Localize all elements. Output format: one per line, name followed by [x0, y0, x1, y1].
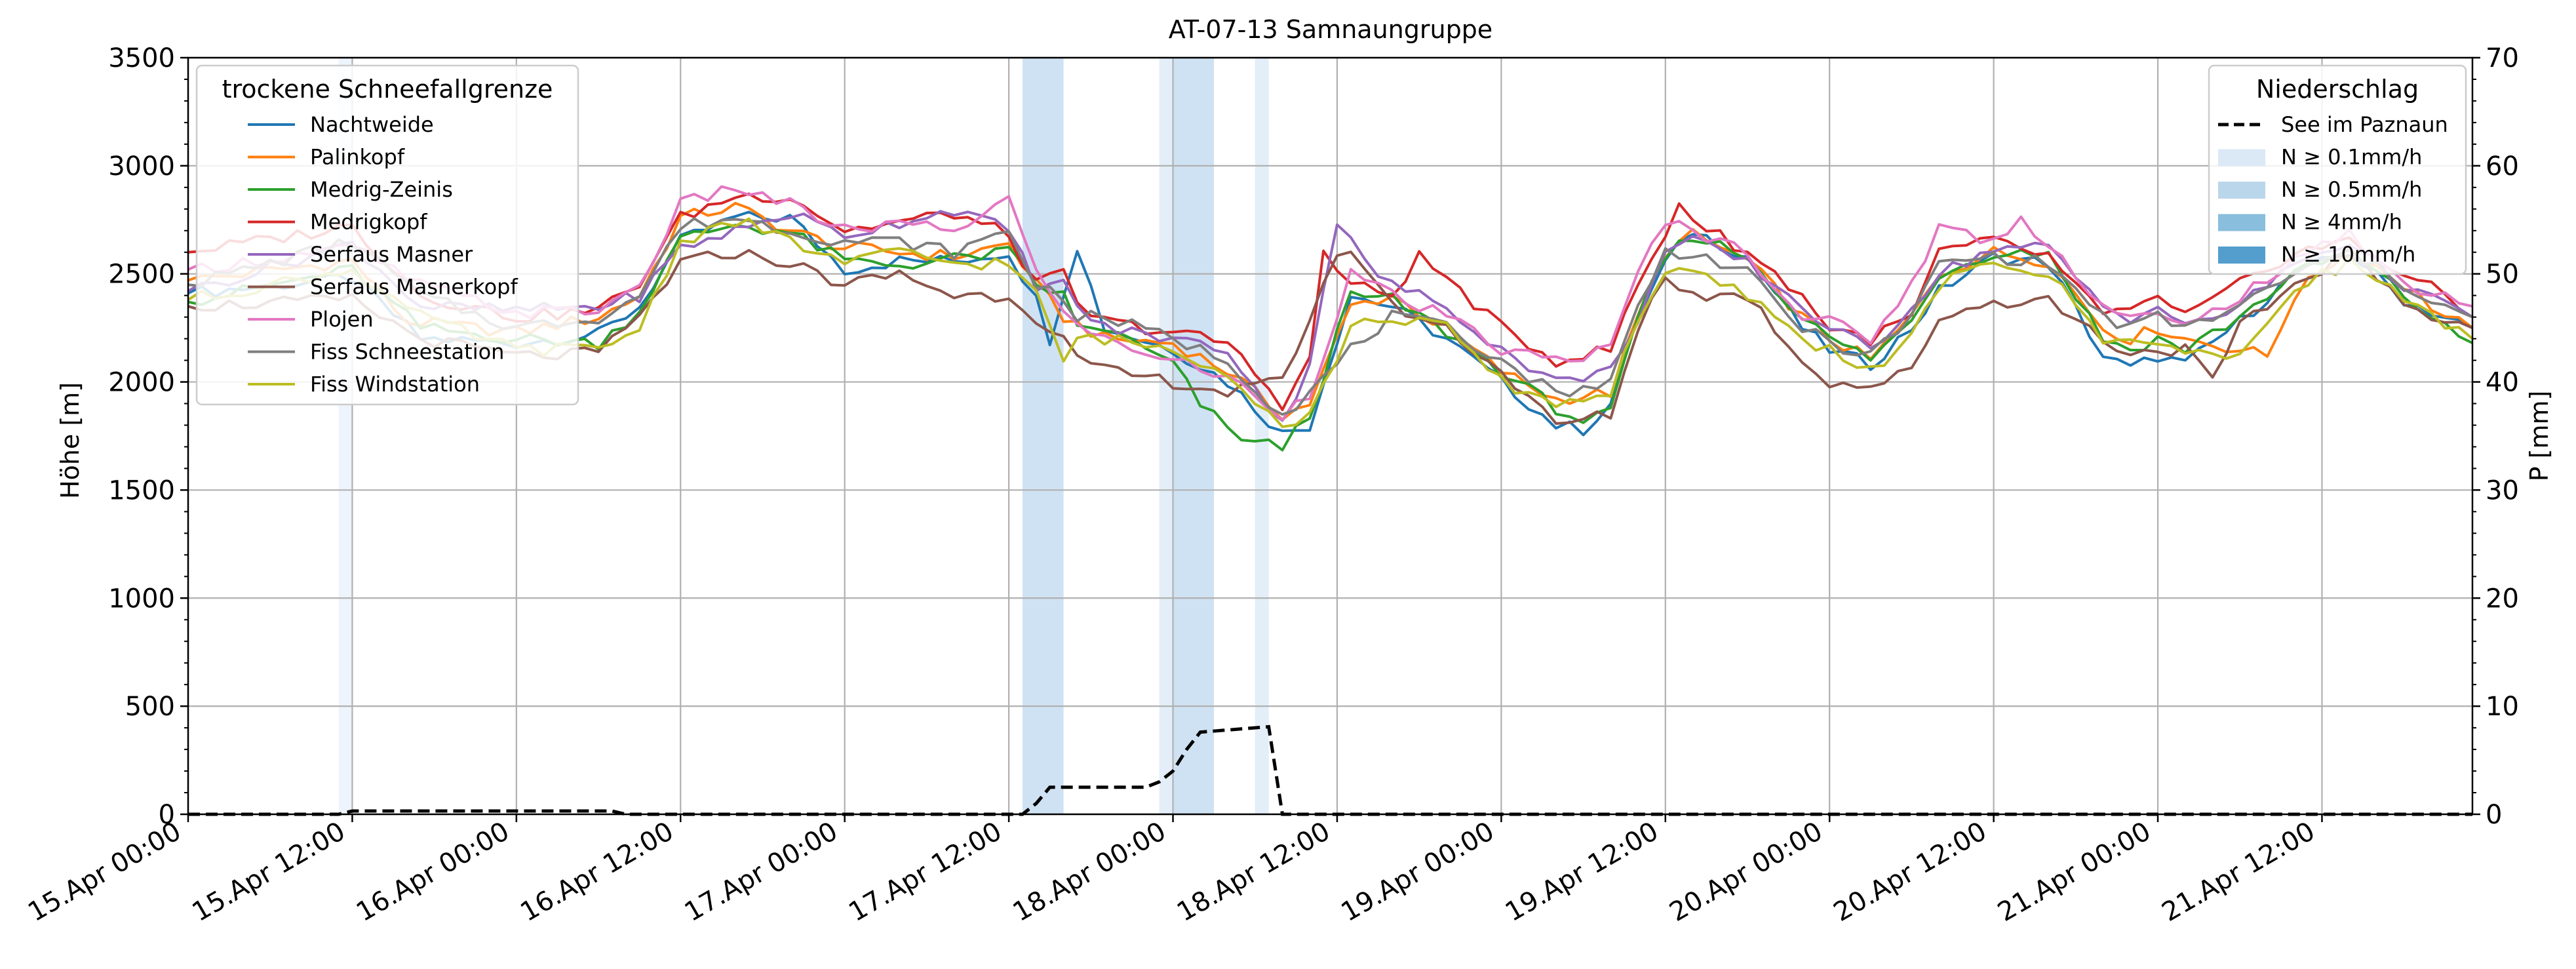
y2-tick-label-1: 10 — [2486, 692, 2519, 722]
chart-title: AT-07-13 Samnaungruppe — [1169, 15, 1493, 44]
legend-left-label-1: Palinkopf — [310, 145, 405, 170]
precipitation-line-layer — [188, 724, 2472, 816]
precip-band-1 — [1022, 58, 1064, 814]
y-tick-label-0: 0 — [159, 800, 175, 830]
legend-left-label-0: Nachtweide — [310, 112, 434, 137]
legend-left-label-4: Serfaus Masner — [310, 242, 473, 267]
legend-right-label-0: See im Paznaun — [2281, 112, 2448, 137]
y2-tick-label-6: 60 — [2486, 151, 2519, 182]
legend-left-label-8: Fiss Windstation — [310, 372, 480, 397]
legend-right-swatch-1 — [2218, 149, 2265, 167]
y-tick-label-2: 1000 — [108, 583, 175, 614]
legend-right-swatch-3 — [2218, 214, 2265, 231]
precip-band-4 — [1255, 58, 1269, 814]
plot-frame — [187, 56, 2474, 816]
y-tick-label-7: 3500 — [108, 43, 175, 73]
y2-tick-label-3: 30 — [2486, 475, 2519, 505]
y-tick-label-1: 500 — [125, 692, 175, 722]
y2-tick-label-4: 40 — [2486, 368, 2519, 398]
y2-tick-label-7: 70 — [2486, 43, 2519, 73]
precipitation-bands — [338, 58, 1269, 814]
legend-niederschlag: Niederschlag See im Paznaun N ≥ 0.1mm/h N … — [2208, 64, 2467, 275]
legend-left-label-3: Medrigkopf — [310, 210, 427, 235]
precip-line-see-im-paznaun — [188, 724, 2472, 816]
legend-right-title: Niederschlag — [2256, 75, 2419, 104]
y-axis-label: Höhe [m] — [56, 382, 85, 499]
legend-right-swatch-4 — [2218, 247, 2265, 264]
y-tick-label-6: 3000 — [108, 151, 175, 182]
y-tick-label-3: 1500 — [108, 475, 175, 505]
y2-axis-label: P [mm] — [2525, 391, 2554, 482]
legend-left-label-5: Serfaus Masnerkopf — [310, 275, 518, 300]
legend-right-label-1: N ≥ 0.1mm/h — [2281, 145, 2422, 170]
legend-left-label-2: Medrig-Zeinis — [310, 177, 453, 202]
y-tick-label-4: 2000 — [108, 368, 175, 398]
legend-right-label-3: N ≥ 4mm/h — [2281, 210, 2402, 235]
legend-right-label-2: N ≥ 0.5mm/h — [2281, 177, 2422, 202]
legend-right-label-4: N ≥ 10mm/h — [2281, 242, 2415, 267]
y2-tick-label-0: 0 — [2486, 800, 2502, 830]
legend-schneefallgrenze: trockene Schneefallgrenze Nachtweide Pali… — [195, 64, 579, 406]
y2-tick-label-2: 20 — [2486, 583, 2519, 614]
precip-band-3 — [1173, 58, 1215, 814]
legend-right-swatch-2 — [2218, 182, 2265, 199]
legend-left-label-7: Fiss Schneestation — [310, 340, 504, 365]
precip-band-2 — [1159, 58, 1173, 814]
y-tick-label-5: 2500 — [108, 260, 175, 290]
y2-tick-label-5: 50 — [2486, 260, 2519, 290]
legend-left-title: trockene Schneefallgrenze — [222, 75, 553, 104]
legend-left-label-6: Plojen — [310, 307, 374, 332]
